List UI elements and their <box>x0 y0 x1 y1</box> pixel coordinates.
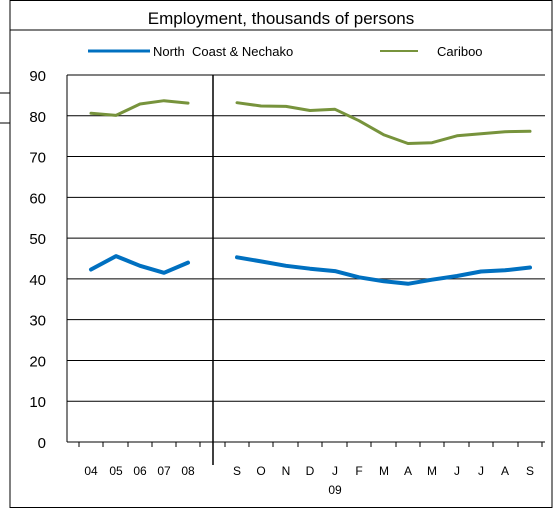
y-tick-label-60: 60 <box>29 190 46 207</box>
x-tick-label-8: D <box>306 464 315 478</box>
x-tick-label-5: S <box>233 464 241 478</box>
series-line-0-segment-1 <box>235 255 532 286</box>
y-tick-label-70: 70 <box>29 150 46 167</box>
y-tick-label-20: 20 <box>29 353 46 370</box>
legend: North Coast & Nechako Cariboo <box>88 44 483 59</box>
x-tick-label-0: 04 <box>84 464 98 478</box>
x-tick-label-17: S <box>526 464 534 478</box>
y-tick-label-10: 10 <box>29 394 46 411</box>
y-tick-label-0: 0 <box>38 435 46 452</box>
chart-title: Employment, thousands of persons <box>148 9 414 28</box>
x-tick-label-3: 07 <box>157 464 171 478</box>
year-label: 09 <box>328 483 342 497</box>
x-tick-label-13: M <box>427 464 437 478</box>
x-tick-label-2: 06 <box>133 464 147 478</box>
x-tick-label-15: J <box>478 464 484 478</box>
x-tick-label-10: F <box>355 464 362 478</box>
y-tick-label-80: 80 <box>29 109 46 126</box>
x-tick-label-16: A <box>501 464 509 478</box>
x-tick-label-1: 05 <box>109 464 123 478</box>
x-tick-label-4: 08 <box>181 464 195 478</box>
x-tick-label-9: J <box>332 464 338 478</box>
x-tick-label-14: J <box>454 464 460 478</box>
x-tick-label-7: N <box>282 464 291 478</box>
x-tick-label-12: A <box>404 464 412 478</box>
plot-area: 0 10 20 30 40 50 60 70 80 90 04 05 06 07 08 S O N D J F M A M J J… <box>29 68 545 478</box>
series-line-1-segment-0 <box>89 99 190 117</box>
chart-border <box>9 0 553 508</box>
y-tick-label-50: 50 <box>29 231 46 248</box>
y-tick-label-90: 90 <box>29 68 46 85</box>
series-line-0-segment-0 <box>89 254 190 275</box>
legend-label-north-coast: North Coast & Nechako <box>153 44 293 59</box>
y-tick-label-40: 40 <box>29 272 46 289</box>
x-tick-label-6: O <box>256 464 265 478</box>
x-tick-label-11: M <box>379 464 389 478</box>
series-line-1-segment-1 <box>235 101 532 145</box>
y-tick-label-30: 30 <box>29 313 46 330</box>
legend-label-cariboo: Cariboo <box>437 44 483 59</box>
